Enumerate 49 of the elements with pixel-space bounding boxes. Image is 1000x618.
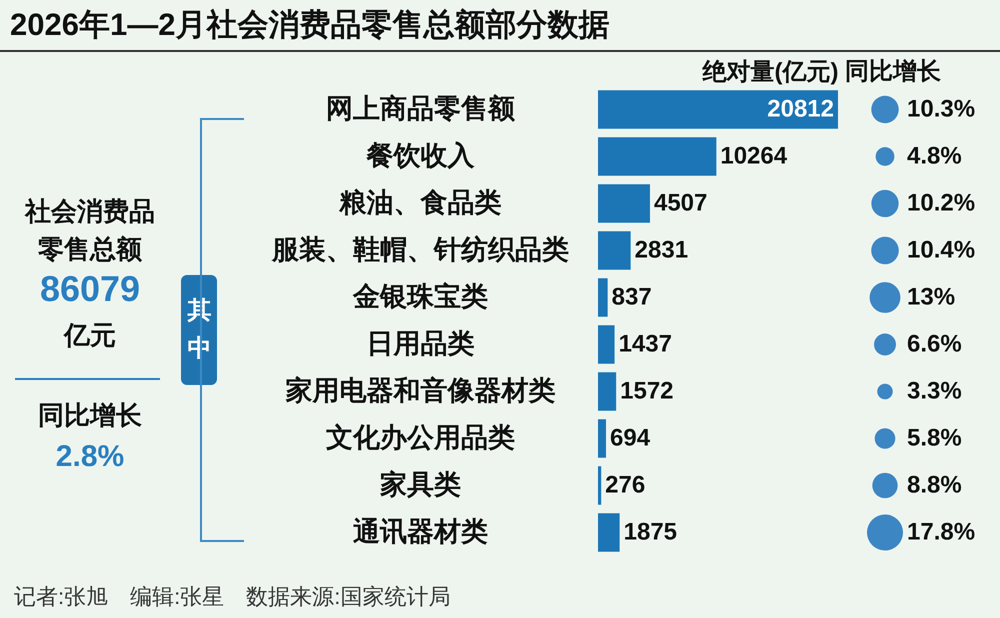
- bar: [598, 325, 615, 364]
- text: 记者:张旭 编辑:张星 数据来源:国家统计局: [14, 583, 450, 611]
- data-label: 837: [612, 284, 652, 310]
- data-label: 1875: [624, 518, 678, 546]
- data-label: 2831: [634, 236, 688, 264]
- data-label: 1437: [618, 330, 672, 358]
- y-tick-label: 家具类: [379, 470, 461, 500]
- y-tick-label: 服装、鞋帽、针纺织品类: [271, 234, 569, 264]
- y-tick-label: 网上商品零售额: [326, 94, 516, 124]
- y-tick-label: 日用品类: [366, 328, 474, 358]
- bar: [598, 466, 602, 505]
- text: 86079: [38, 268, 142, 310]
- data-label: 8.8%: [907, 472, 962, 498]
- bar: [598, 137, 716, 176]
- data-label: 13%: [907, 284, 956, 310]
- y-tick-label: 餐饮收入: [366, 140, 476, 170]
- text: 2.8%: [54, 440, 126, 474]
- data-label: 276: [605, 472, 646, 498]
- text: 同比增长: [37, 399, 143, 432]
- text: 社会消费品零售总额: [24, 195, 156, 266]
- bar: [598, 419, 606, 458]
- data-label: 694: [610, 424, 651, 452]
- y-tick-label: 家用电器和音像器材类: [284, 376, 556, 406]
- data-label: 4507: [654, 190, 708, 216]
- bar: [598, 90, 838, 129]
- x-axis-title: 绝对量(亿元): [702, 58, 838, 86]
- bar: [598, 184, 650, 223]
- y-tick-label: 粮油、食品类: [338, 188, 502, 218]
- data-label: 6.6%: [907, 330, 962, 358]
- data-label: 10264: [720, 142, 788, 170]
- bar: [598, 231, 631, 270]
- bar: [598, 278, 608, 317]
- data-label: 20812: [767, 96, 834, 122]
- data-label: 1572: [620, 378, 674, 404]
- data-label: 4.8%: [907, 142, 962, 170]
- data-label: 5.8%: [907, 424, 962, 452]
- data-label: 10.3%: [907, 96, 976, 122]
- text: 亿元: [62, 319, 117, 352]
- data-label: 10.4%: [907, 236, 976, 264]
- data-label: 3.3%: [907, 378, 962, 404]
- data-label: 17.8%: [907, 518, 976, 546]
- bar: [598, 513, 620, 552]
- y-tick-label: 通讯器材类: [353, 516, 488, 546]
- bar: [598, 372, 616, 411]
- text: 2026年1—2月社会消费品零售总额部分数据: [10, 6, 610, 44]
- text: 同比增长: [845, 58, 941, 85]
- y-tick-label: 金银珠宝类: [352, 282, 488, 312]
- data-label: 10.2%: [907, 190, 976, 216]
- y-tick-label: 文化办公用品类: [326, 422, 515, 452]
